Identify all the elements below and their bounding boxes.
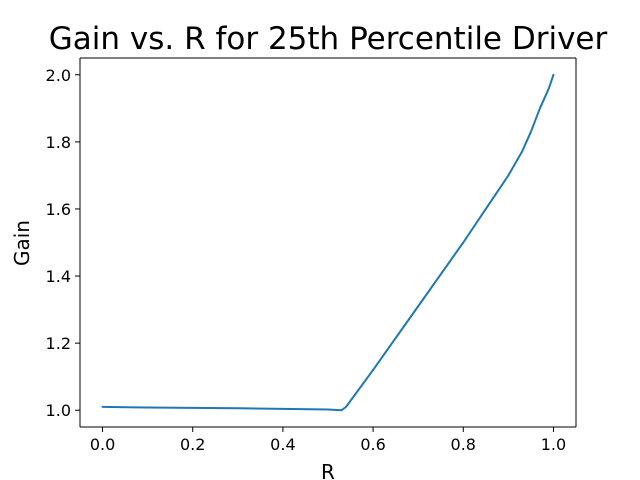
x-tick-label-3: 0.6 xyxy=(360,435,385,454)
series-line-0 xyxy=(101,73,555,412)
plot-area: 0.0 0.2 0.4 0.6 0.8 1.0 1.0 1.2 1.4 1.6 1.8 2.0 xyxy=(46,57,577,454)
x-tick-label-0: 0.0 xyxy=(90,435,115,454)
y-tick-label-5: 2.0 xyxy=(46,66,71,85)
x-tick-label-2: 0.4 xyxy=(270,435,295,454)
x-tick-label-4: 0.8 xyxy=(451,435,476,454)
y-tick-label-1: 1.2 xyxy=(46,334,71,353)
y-axis-label: Gain xyxy=(10,220,34,266)
y-tick-label-3: 1.6 xyxy=(46,200,71,219)
x-tick-label-1: 0.2 xyxy=(180,435,205,454)
x-tick-label-5: 1.0 xyxy=(541,435,566,454)
chart-title: Gain vs. R for 25th Percentile Driver xyxy=(49,21,608,57)
x-axis-label: R xyxy=(321,460,335,480)
y-tick-label-4: 1.8 xyxy=(46,133,71,152)
y-tick-label-0: 1.0 xyxy=(46,401,71,420)
y-tick-label-2: 1.4 xyxy=(46,267,71,286)
